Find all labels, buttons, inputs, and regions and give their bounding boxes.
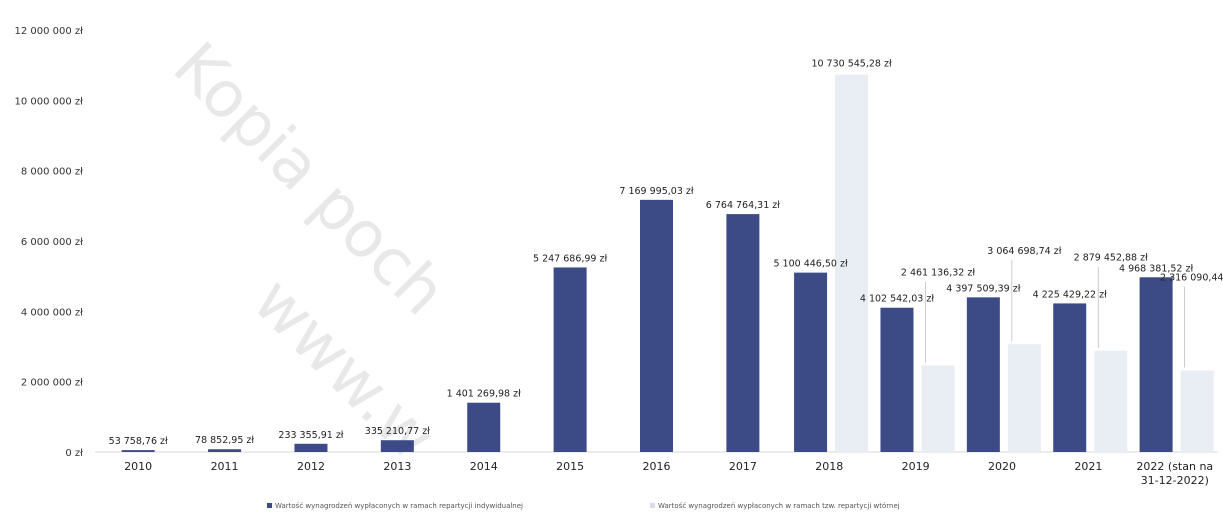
- bar-individual: [880, 307, 914, 452]
- bar-secondary: [921, 365, 955, 452]
- data-label-individual: 233 355,91 zł: [278, 430, 343, 441]
- bar-individual: [640, 199, 673, 452]
- bar-individual: [1139, 277, 1173, 452]
- legend-swatch-secondary: [650, 503, 655, 508]
- bar-individual: [121, 450, 155, 452]
- data-label-individual: 1 401 269,98 zł: [447, 389, 521, 400]
- data-label-leaders: [925, 260, 1186, 368]
- data-label-individual: 4 225 429,22 zł: [1033, 289, 1107, 300]
- x-tick-label: 2010: [124, 460, 152, 473]
- y-tick-label: 4 000 000 zł: [21, 307, 83, 318]
- bar-individual: [208, 449, 242, 452]
- x-tick-label: 2014: [470, 460, 498, 473]
- y-tick-label: 6 000 000 zł: [21, 237, 83, 248]
- data-label-secondary: 3 064 698,74 zł: [987, 246, 1061, 257]
- data-label-secondary: 2 316 090,44 zł: [1160, 273, 1223, 284]
- data-label-individual: 7 169 995,03 zł: [619, 186, 693, 197]
- bar-secondary: [1007, 344, 1041, 452]
- data-label-secondary: 2 461 136,32 zł: [901, 267, 975, 278]
- x-tick-label: 2022 (stan na 31-12-2022): [1136, 460, 1213, 487]
- x-tick-label: 2021: [1074, 460, 1102, 473]
- x-tick-label: 2017: [729, 460, 757, 473]
- data-label-individual: 5 100 446,50 zł: [773, 259, 847, 270]
- bar-secondary: [1180, 370, 1214, 452]
- y-tick-label: 10 000 000 zł: [14, 96, 83, 107]
- bar-individual: [726, 214, 760, 452]
- legend: Wartość wynagrodzeń wypłaconych w ramach…: [267, 502, 900, 510]
- x-tick-label-line: 31-12-2022): [1141, 474, 1209, 487]
- legend-label-individual: Wartość wynagrodzeń wypłaconych w ramach…: [275, 502, 523, 510]
- x-tick-label: 2016: [643, 460, 671, 473]
- legend-swatch-individual: [267, 503, 272, 508]
- x-tick-label-line: 2022 (stan na: [1136, 460, 1213, 473]
- bar-individual: [553, 267, 587, 452]
- bar-individual: [294, 443, 328, 452]
- data-label-individual: 335 210,77 zł: [365, 426, 430, 437]
- x-tick-label: 2018: [815, 460, 843, 473]
- data-label-individual: 5 247 686,99 zł: [533, 253, 607, 264]
- bar-secondary: [1094, 350, 1128, 452]
- data-label-secondary: 2 879 452,88 zł: [1074, 253, 1148, 264]
- data-label-individual: 4 102 542,03 zł: [860, 294, 934, 305]
- legend-label-secondary: Wartość wynagrodzeń wypłaconych w ramach…: [658, 502, 900, 510]
- data-label-individual: 78 852,95 zł: [195, 435, 254, 446]
- y-tick-label: 12 000 000 zł: [14, 26, 83, 37]
- x-tick-label: 2011: [211, 460, 239, 473]
- bar-secondary: [835, 74, 869, 453]
- bar-individual: [380, 440, 414, 452]
- bar-individual: [467, 402, 501, 452]
- data-label-secondary: 10 730 545,28 zł: [811, 59, 892, 70]
- bar-individual: [1053, 303, 1087, 452]
- data-label-individual: 53 758,76 zł: [109, 436, 168, 447]
- data-labels: 53 758,76 zł 78 852,95 zł 233 355,91 zł 335…: [109, 59, 1223, 447]
- x-axis: 2010 2011 2012 2013 2014 2015 2016 2017 2018 2019…: [124, 460, 1213, 487]
- x-tick-label: 2020: [988, 460, 1016, 473]
- x-tick-label: 2019: [902, 460, 930, 473]
- data-label-individual: 4 397 509,39 zł: [946, 283, 1020, 294]
- bar-individual: [966, 297, 1000, 452]
- bars: [121, 74, 1214, 453]
- data-label-individual: 4 968 381,52 zł: [1119, 263, 1193, 274]
- y-tick-label: 0 zł: [65, 448, 83, 459]
- y-tick-label: 2 000 000 zł: [21, 378, 83, 389]
- x-tick-label: 2015: [556, 460, 584, 473]
- data-label-individual: 6 764 764,31 zł: [706, 200, 780, 211]
- y-tick-label: 8 000 000 zł: [21, 167, 83, 178]
- x-tick-label: 2013: [383, 460, 411, 473]
- x-tick-label: 2012: [297, 460, 325, 473]
- bar-individual: [794, 272, 828, 452]
